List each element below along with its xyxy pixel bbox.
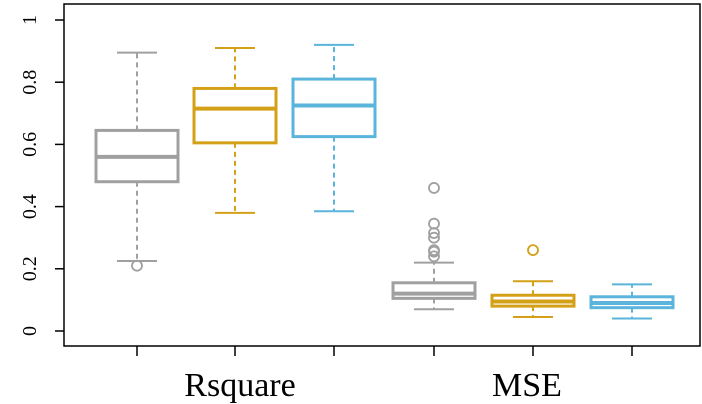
box-rsquare-3: [291, 43, 377, 213]
y-axis: 0 0.2 0.4 0.6 0.8 1: [19, 15, 64, 336]
box-iqr: [291, 77, 377, 139]
outlier-point: [131, 259, 143, 272]
y-tick-label: 0.2: [19, 256, 41, 281]
y-tick-label: 0.4: [19, 194, 41, 219]
box-mse-1: [391, 182, 477, 311]
box-mse-3: [589, 283, 675, 320]
x-axis: [136, 346, 633, 356]
box-iqr: [192, 86, 278, 145]
outlier-point: [527, 244, 539, 257]
outlier-point: [428, 244, 440, 257]
plot-frame: [63, 3, 701, 347]
y-tick-label: 0: [19, 326, 41, 336]
group-label-mse: MSE: [492, 367, 562, 404]
y-tick-label: 1: [19, 15, 41, 25]
box-iqr: [391, 281, 477, 300]
outlier-point: [428, 182, 440, 194]
outlier-point: [428, 217, 440, 230]
box-rsquare-1: [94, 51, 180, 272]
box-mse-2: [490, 244, 576, 319]
box-plots: [94, 43, 675, 320]
outlier-point: [428, 250, 440, 263]
y-tick-label: 0.8: [19, 70, 41, 95]
box-rsquare-2: [192, 46, 278, 214]
outlier-point: [428, 231, 440, 244]
group-label-rsquare: Rsquare: [184, 367, 295, 404]
y-tick-label: 0.6: [19, 132, 41, 157]
